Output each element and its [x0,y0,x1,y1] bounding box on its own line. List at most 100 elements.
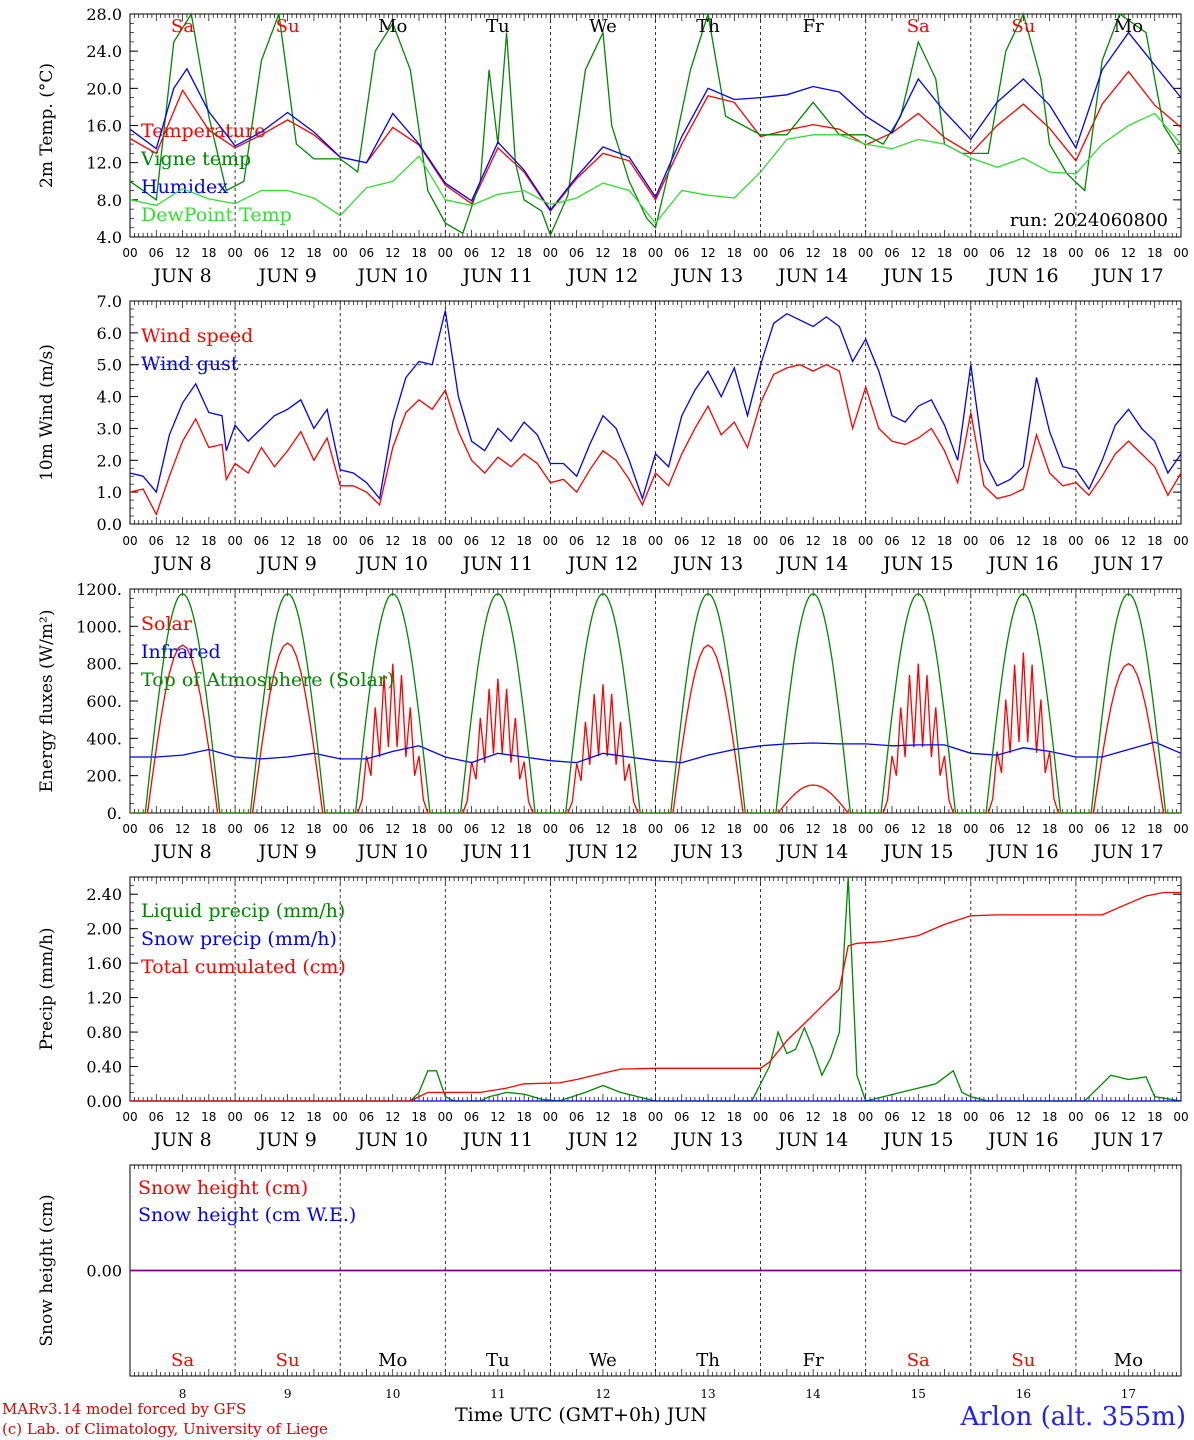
hour-label: 00 [438,246,453,260]
date-label: JUN 11 [461,553,533,575]
hour-label: 18 [727,534,742,548]
hour-label: 18 [622,246,637,260]
hour-label: 06 [569,534,584,548]
hour-label: 06 [779,246,794,260]
y-tick-label: 4.0 [97,388,122,407]
hour-label: 06 [359,822,374,836]
hour-label: 12 [595,822,610,836]
legend-entry: Total cumulated (cm) [141,956,346,978]
hour-label: 12 [385,534,400,548]
hour-label: 00 [1173,822,1188,836]
weekday-label: Su [1011,1350,1035,1371]
hour-label: 00 [543,822,558,836]
weekday-label: We [589,16,617,37]
hour-label: 00 [858,246,873,260]
date-label: JUN 14 [776,1129,848,1151]
hour-label: 18 [937,1110,952,1124]
hour-label: 06 [989,246,1004,260]
date-label: JUN 15 [881,265,953,287]
series-line-temperature [129,70,1182,213]
hour-label: 00 [438,1110,453,1124]
day-number-label: 17 [1121,1387,1136,1400]
hour-label: 12 [175,534,190,548]
date-label: JUN 16 [986,1129,1058,1151]
date-label: JUN 16 [986,553,1058,575]
legend-entry: Liquid precip (mm/h) [141,900,345,922]
hour-label: 18 [1147,534,1162,548]
weekday-label: We [589,1350,617,1371]
date-label: JUN 10 [356,553,428,575]
hour-label: 12 [700,1110,715,1124]
y-axis-label: 2m Temp. (°C) [37,63,57,188]
date-label: JUN 10 [356,265,428,287]
y-tick-label: 12.0 [86,154,122,173]
hour-label: 12 [1016,822,1031,836]
y-tick-label: 8.0 [97,191,122,210]
hour-label: 12 [1121,534,1136,548]
hour-label: 00 [963,246,978,260]
hour-label: 06 [254,822,269,836]
hour-label: 00 [858,1110,873,1124]
hour-label: 00 [122,534,137,548]
hour-label: 18 [832,1110,847,1124]
hour-label: 06 [464,1110,479,1124]
weekday-label: Tu [486,16,510,37]
weekday-label: Mo [378,16,407,37]
legend-entry: Infrared [141,641,221,663]
weekday-label: Th [696,16,720,37]
hour-label: 12 [280,1110,295,1124]
hour-label: 12 [700,246,715,260]
hour-label: 00 [1068,822,1083,836]
hour-label: 06 [674,246,689,260]
series-line-wind-gust [129,310,1182,501]
hour-label: 18 [201,1110,216,1124]
hour-label: 12 [385,246,400,260]
y-tick-label: 3.0 [97,419,122,438]
date-label: JUN 15 [881,553,953,575]
hour-label: 18 [411,534,426,548]
model-credit: MARv3.14 model forced by GFS [2,1400,247,1418]
hour-label: 12 [280,822,295,836]
hour-label: 06 [569,1110,584,1124]
hour-label: 18 [1147,1110,1162,1124]
hour-label: 00 [122,1110,137,1124]
hour-label: 00 [438,822,453,836]
hour-label: 06 [989,822,1004,836]
hour-label: 18 [937,246,952,260]
y-axis-label: Precip (mm/h) [37,927,57,1050]
series-line-infrared [130,741,1182,764]
hour-label: 06 [149,534,164,548]
lab-credit: (c) Lab. of Climatology, University of L… [2,1420,328,1438]
hour-label: 00 [543,246,558,260]
hour-label: 06 [359,534,374,548]
y-tick-label: 16.0 [86,117,122,136]
hour-label: 18 [832,822,847,836]
hour-label: 00 [963,1110,978,1124]
hour-label: 18 [832,534,847,548]
date-label: JUN 12 [566,553,638,575]
y-tick-label: 0.0 [97,515,122,534]
y-tick-label: 0.00 [86,1262,122,1281]
date-label: JUN 8 [151,553,211,575]
run-label: run: 2024060800 [1010,210,1168,231]
hour-label: 00 [227,1110,242,1124]
hour-label: 00 [227,246,242,260]
hour-label: 18 [306,534,321,548]
y-tick-label: 0.00 [86,1092,122,1111]
hour-label: 06 [674,1110,689,1124]
day-number-label: 13 [700,1387,715,1400]
hour-label: 06 [149,1110,164,1124]
hour-label: 06 [254,1110,269,1124]
hour-label: 06 [1095,822,1110,836]
y-tick-label: 28.0 [86,5,122,24]
hour-label: 18 [306,822,321,836]
hour-label: 12 [595,1110,610,1124]
hour-label: 00 [753,1110,768,1124]
weekday-label: Sa [907,1350,930,1371]
hour-label: 00 [122,822,137,836]
weekday-label: Fr [803,16,824,37]
hour-label: 18 [622,534,637,548]
hour-label: 18 [622,1110,637,1124]
date-label: JUN 17 [1091,841,1163,863]
hour-label: 06 [254,246,269,260]
